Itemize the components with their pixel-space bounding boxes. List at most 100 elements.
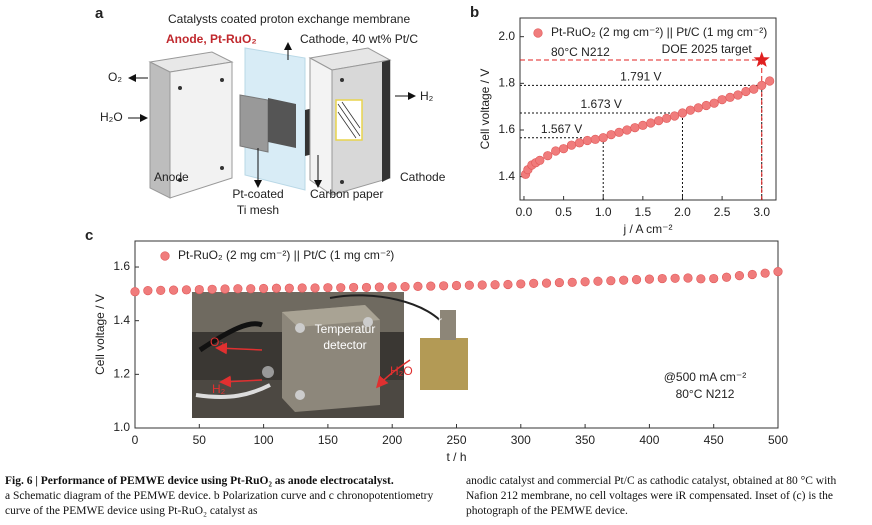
o2-label: O₂: [108, 70, 122, 84]
data-point: [654, 116, 664, 126]
x-axis-label: j / A cm⁻²: [622, 222, 672, 236]
data-point: [490, 280, 500, 290]
data-point: [734, 271, 745, 281]
inset-label: H₂O: [390, 364, 413, 378]
data-point: [323, 283, 333, 293]
x-axis-label: t / h: [446, 450, 466, 464]
inset-label: Temperatur: [315, 322, 376, 336]
data-point: [662, 113, 672, 123]
data-point: [582, 135, 592, 146]
data-point: [580, 277, 590, 287]
data-point: [181, 285, 192, 295]
x-tick-label: 0: [132, 433, 139, 447]
marker-label: 1.567 V: [541, 122, 582, 136]
caption-title: Fig. 6 | Performance of PEMWE device usi…: [5, 475, 394, 487]
data-point: [130, 287, 140, 297]
x-tick-label: 3.0: [753, 205, 770, 219]
data-point: [233, 284, 243, 294]
data-point: [413, 281, 423, 291]
data-point: [246, 284, 256, 294]
x-tick-label: 0.0: [516, 205, 533, 219]
target-star: [753, 51, 770, 67]
data-point: [554, 277, 564, 288]
data-point: [566, 140, 577, 150]
data-point: [439, 281, 449, 291]
data-point: [574, 138, 585, 148]
data-point: [451, 280, 462, 291]
legend-label: Pt-RuO₂ (2 mg cm⁻²) || Pt/C (1 mg cm⁻²): [178, 248, 394, 262]
data-point: [606, 130, 616, 140]
inset-photo: [192, 292, 468, 418]
x-tick-label: 2.0: [674, 205, 691, 219]
data-point: [644, 274, 655, 284]
data-point: [709, 98, 719, 108]
legend-label: Pt-RuO₂ (2 mg cm⁻²) || Pt/C (1 mg cm⁻²): [551, 25, 767, 39]
data-point: [168, 285, 179, 295]
x-tick-label: 250: [446, 433, 466, 447]
data-point: [143, 286, 153, 296]
data-point: [709, 273, 719, 284]
data-point: [374, 282, 384, 292]
data-point: [696, 274, 706, 284]
data-point: [685, 105, 696, 115]
data-point: [503, 279, 513, 290]
data-point: [590, 134, 600, 144]
data-point: [733, 90, 743, 100]
data-point: [207, 284, 217, 294]
cathode-catalyst: Cathode, 40 wt% Pt/C: [300, 32, 418, 46]
data-point: [477, 280, 487, 290]
target-label: DOE 2025 target: [662, 42, 753, 56]
data-point: [541, 278, 552, 288]
x-tick-label: 0.5: [555, 205, 572, 219]
data-point: [606, 276, 616, 286]
annotation: @500 mA cm⁻²: [664, 370, 747, 384]
y-tick-label: 1.8: [498, 76, 515, 90]
y-tick-label: 1.2: [113, 367, 130, 381]
data-point: [747, 269, 757, 280]
data-point: [558, 144, 569, 154]
y-tick-label: 1.6: [498, 122, 515, 136]
schematic: a Catalysts coated proton exchange membr…: [95, 5, 446, 217]
legend-marker: [160, 251, 170, 261]
legend-marker: [533, 28, 543, 38]
y-tick-label: 1.4: [498, 169, 515, 183]
y-tick-label: 1.0: [113, 420, 130, 434]
x-tick-label: 1.0: [595, 205, 612, 219]
carbon-paper-label: Carbon paper: [310, 187, 383, 201]
y-axis-label: Cell voltage / V: [93, 294, 107, 375]
marker-label: 1.791 V: [620, 70, 661, 84]
data-point: [349, 282, 359, 293]
x-tick-label: 400: [639, 433, 659, 447]
data-point: [297, 283, 307, 293]
x-tick-label: 100: [254, 433, 274, 447]
data-point: [670, 273, 680, 283]
data-point: [387, 282, 397, 292]
data-point: [657, 273, 667, 284]
data-point: [593, 276, 603, 286]
anode-catalyst: Anode, Pt-RuO₂: [166, 32, 257, 46]
data-point: [646, 118, 656, 128]
x-tick-label: 350: [575, 433, 595, 447]
x-tick-label: 200: [382, 433, 402, 447]
mesh-label: Ti mesh: [237, 203, 279, 217]
data-point: [336, 283, 346, 293]
inset-label: detector: [323, 338, 366, 352]
x-tick-label: 150: [318, 433, 338, 447]
data-point: [693, 103, 703, 113]
data-point: [749, 84, 759, 94]
data-point: [567, 277, 577, 287]
h2o-label: H₂O: [100, 110, 123, 124]
x-tick-label: 500: [768, 433, 788, 447]
data-point: [638, 120, 648, 130]
x-tick-label: 450: [704, 433, 724, 447]
h2-label: H₂: [420, 89, 434, 103]
cathode-label: Cathode: [400, 170, 446, 184]
inset-label: O₂: [210, 335, 224, 349]
data-point: [194, 284, 204, 295]
data-point: [284, 283, 294, 293]
data-point: [259, 283, 269, 294]
y-tick-label: 1.4: [113, 313, 130, 327]
panel-letter: a: [95, 5, 104, 22]
marker-label: 1.673 V: [581, 97, 622, 111]
data-point: [614, 127, 624, 137]
